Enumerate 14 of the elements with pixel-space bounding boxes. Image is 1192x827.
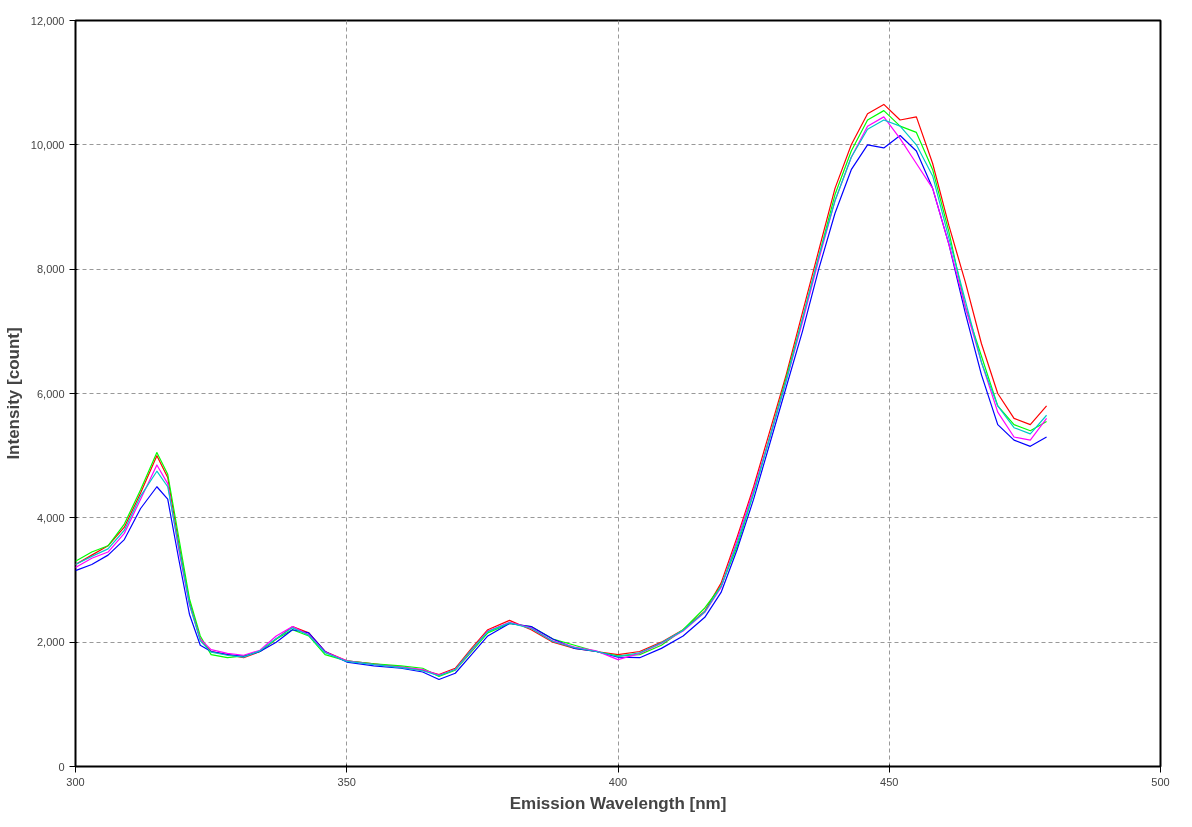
x-tick-label: 400 (608, 775, 628, 788)
y-tick-label: 4,000 (36, 511, 65, 524)
y-tick-label: 0 (58, 760, 65, 773)
y-tick-label: 12,000 (30, 14, 65, 27)
x-tick-label: 500 (1151, 775, 1170, 788)
x-tick-label: 450 (880, 775, 899, 788)
x-tick-label: 300 (66, 775, 85, 788)
x-tick-label: 350 (337, 775, 356, 788)
y-tick-label: 8,000 (36, 263, 65, 276)
y-tick-label: 6,000 (36, 387, 65, 400)
y-tick-label: 2,000 (36, 636, 65, 649)
y-axis-title: Intensity [count] (3, 327, 23, 460)
y-tick-label: 10,000 (30, 138, 65, 151)
x-axis-title: Emission Wavelength [nm] (509, 793, 727, 813)
